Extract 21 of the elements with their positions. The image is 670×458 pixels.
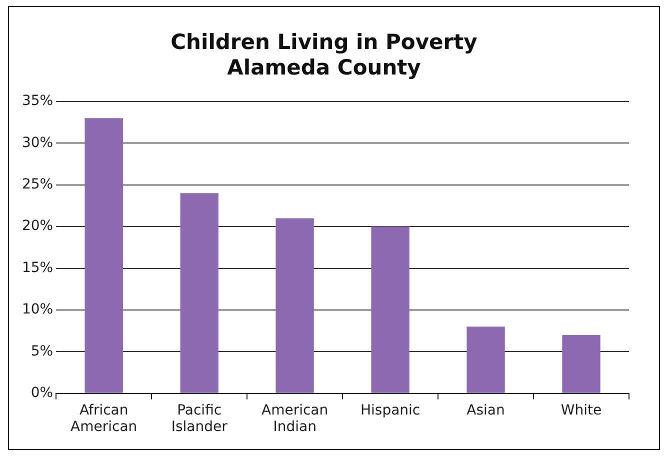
bar bbox=[180, 193, 218, 393]
x-tick-label: African American bbox=[70, 402, 138, 436]
bar bbox=[84, 118, 123, 393]
y-tick-label: 20% bbox=[22, 218, 54, 234]
x-tick-label: White bbox=[560, 402, 602, 418]
x-tick-label: Pacific Islander bbox=[171, 402, 228, 436]
bar bbox=[371, 226, 410, 393]
x-tick-label: American Indian bbox=[262, 402, 328, 436]
y-tick-label: 5% bbox=[30, 343, 54, 360]
y-tick-label: 30% bbox=[22, 134, 54, 151]
y-tick-label: 0% bbox=[30, 385, 54, 402]
x-tick-label: Hispanic bbox=[360, 402, 420, 418]
chart-title: Children Living in Poverty Alameda County bbox=[170, 30, 478, 80]
x-tick-label: Asian bbox=[466, 402, 505, 418]
bar bbox=[276, 218, 314, 393]
y-tick-label: 25% bbox=[22, 176, 54, 192]
y-tick-label: 35% bbox=[22, 93, 54, 110]
y-tick-label: 10% bbox=[22, 302, 54, 318]
y-tick-label: 15% bbox=[22, 260, 54, 276]
bar bbox=[466, 326, 505, 393]
bar bbox=[562, 335, 600, 393]
